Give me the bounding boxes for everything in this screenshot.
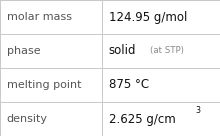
Text: solid: solid [109,44,136,58]
Text: density: density [7,114,48,124]
Text: (at STP): (at STP) [150,47,184,55]
Text: melting point: melting point [7,80,81,90]
Text: phase: phase [7,46,40,56]
Text: 2.625 g/cm: 2.625 g/cm [109,112,176,126]
Text: 875 °C: 875 °C [109,78,149,92]
Text: 3: 3 [196,106,201,115]
Text: molar mass: molar mass [7,12,72,22]
Text: 124.95 g/mol: 124.95 g/mol [109,10,187,24]
